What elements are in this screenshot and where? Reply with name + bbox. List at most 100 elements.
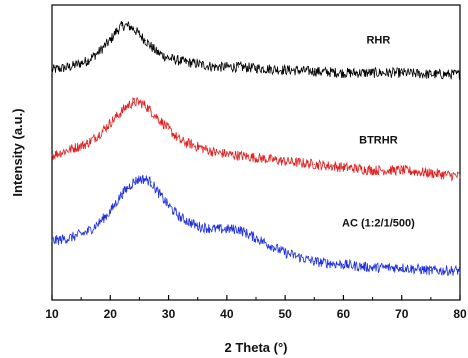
data-point [430, 73, 432, 75]
x-tick-label: 10 [45, 307, 59, 321]
data-point [86, 231, 88, 233]
data-point [371, 72, 374, 74]
data-point [214, 66, 216, 68]
data-point [237, 228, 240, 230]
data-point [401, 169, 403, 171]
x-tick-label: 80 [453, 307, 467, 321]
data-point [237, 154, 240, 157]
data-point [249, 234, 251, 236]
data-point [51, 154, 53, 157]
data-point [144, 104, 146, 106]
data-point [127, 104, 129, 106]
x-tick-label: 20 [104, 307, 118, 321]
data-point [98, 134, 100, 136]
data-point [109, 210, 111, 213]
x-axis-label: 2 Theta (°) [225, 340, 288, 355]
data-point [68, 237, 71, 239]
series-trace [51, 96, 461, 182]
x-axis-ticks: 10 20 30 40 50 60 70 80 [45, 295, 467, 321]
data-point [167, 205, 170, 207]
data-point [371, 266, 374, 269]
data-point [371, 169, 374, 171]
data-point [342, 72, 345, 74]
data-point [197, 225, 199, 227]
series-1 [51, 96, 461, 182]
data-point [150, 181, 152, 183]
data-point [51, 240, 53, 242]
y-axis-label: Intensity (a.u.) [10, 108, 25, 196]
series-2 [51, 174, 461, 277]
data-point [86, 60, 88, 62]
data-point [401, 266, 403, 269]
series-layer [51, 21, 461, 277]
data-point [109, 122, 111, 124]
data-point [98, 222, 100, 224]
data-point [68, 148, 71, 151]
data-point [51, 69, 53, 71]
data-point [150, 45, 152, 47]
data-point [313, 261, 315, 263]
data-point [237, 66, 240, 68]
data-point [156, 51, 158, 53]
data-point [459, 175, 461, 177]
data-point [121, 25, 123, 27]
data-point [167, 128, 170, 130]
data-point [133, 28, 135, 30]
series-label: AC (1:2/1/500) [342, 217, 415, 229]
data-point [144, 178, 146, 180]
data-point [214, 228, 216, 230]
data-point [179, 140, 181, 142]
data-point [226, 228, 228, 230]
x-tick-label: 50 [278, 307, 292, 321]
data-point [179, 216, 181, 218]
series-label: BTRHR [359, 135, 398, 147]
data-point [121, 110, 123, 112]
data-point [284, 69, 286, 71]
data-point [127, 25, 129, 27]
data-point [197, 146, 199, 148]
data-point [138, 178, 141, 180]
data-point [313, 70, 315, 72]
series-label: RHR [366, 34, 390, 46]
data-point [272, 246, 275, 248]
data-point [261, 157, 263, 159]
data-point [86, 143, 88, 145]
data-point [179, 60, 181, 62]
x-tick-label: 60 [337, 307, 351, 321]
data-point [261, 67, 263, 70]
data-point [138, 101, 141, 103]
data-point [342, 166, 345, 168]
plot-frame [51, 4, 461, 301]
data-point [150, 110, 152, 112]
data-point [156, 116, 158, 118]
data-point [167, 57, 170, 59]
data-point [214, 151, 216, 154]
data-point [284, 160, 286, 162]
data-point [401, 72, 403, 74]
data-point [133, 101, 135, 103]
data-point [133, 181, 135, 183]
data-point [156, 190, 158, 192]
data-point [98, 51, 100, 53]
series-trace [51, 21, 461, 80]
data-point [459, 73, 461, 75]
data-point [261, 240, 263, 242]
data-point [68, 66, 71, 68]
data-point [115, 30, 117, 33]
data-point [342, 264, 345, 266]
x-tick-label: 40 [220, 307, 234, 321]
data-point [197, 63, 199, 65]
data-point [144, 39, 146, 42]
data-point [459, 269, 461, 272]
series-labels: RHR BTRHR AC (1:2/1/500) [342, 34, 415, 229]
data-point [121, 193, 123, 195]
data-point [430, 172, 432, 174]
data-point [313, 163, 315, 165]
data-point [109, 39, 111, 42]
data-point [284, 252, 286, 254]
series-0 [51, 21, 461, 80]
data-point [430, 269, 432, 272]
series-trace [51, 174, 461, 277]
x-tick-label: 70 [395, 307, 409, 321]
